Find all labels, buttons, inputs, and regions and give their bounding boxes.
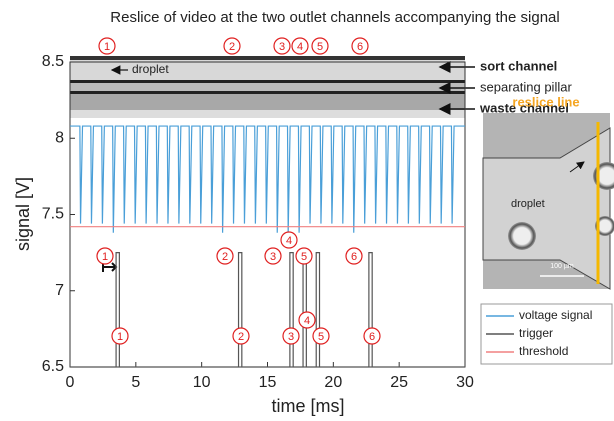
marker-label: 5	[301, 251, 307, 263]
marker-circle	[311, 37, 329, 55]
x-tick-label: 5	[131, 374, 140, 391]
reslice-image	[70, 56, 465, 118]
marker-circle	[264, 247, 282, 265]
inset-scale: 100 µm	[550, 263, 574, 270]
marker-label: 3	[279, 41, 285, 53]
marker-label: 1	[104, 41, 110, 53]
marker-circle	[298, 311, 316, 329]
marker-label: 1	[117, 331, 123, 343]
x-tick-label: 20	[324, 374, 342, 391]
marker-label: 2	[229, 41, 235, 53]
marker-circle	[351, 37, 369, 55]
legend-label: threshold	[519, 344, 568, 358]
marker-label: 3	[288, 331, 294, 343]
marker-circle	[282, 327, 300, 345]
x-tick-label: 25	[390, 374, 408, 391]
marker-label: 4	[304, 315, 310, 327]
x-tick-label: 15	[259, 374, 277, 391]
y-tick-label: 6.5	[42, 358, 64, 375]
marker-label: 1	[102, 251, 108, 263]
x-tick-label: 30	[456, 374, 474, 391]
x-tick-label: 10	[193, 374, 211, 391]
marker-circle	[96, 247, 114, 265]
marker-label: 2	[238, 331, 244, 343]
marker-circle	[363, 327, 381, 345]
marker-label: 6	[357, 41, 363, 53]
series-line	[70, 125, 465, 233]
inset-title: reslice line	[512, 94, 579, 109]
y-tick-label: 8	[55, 129, 64, 146]
inset-image	[482, 113, 614, 290]
x-axis-label: time [ms]	[271, 396, 344, 416]
marker-circle	[312, 327, 330, 345]
marker-label: 4	[286, 235, 292, 247]
chart-title: Reslice of video at the two outlet chann…	[110, 9, 559, 26]
series-line	[70, 252, 465, 368]
marker-label: 6	[351, 251, 357, 263]
marker-circle	[273, 37, 291, 55]
marker-label: 3	[270, 251, 276, 263]
inset-label: droplet	[511, 198, 545, 210]
marker-circle	[280, 231, 298, 249]
marker-label: 5	[317, 41, 323, 53]
reslice-label: waste channel	[479, 100, 569, 115]
x-tick-label: 0	[66, 374, 75, 391]
marker-circle	[345, 247, 363, 265]
marker-circle	[111, 327, 129, 345]
marker-circle	[291, 37, 309, 55]
y-tick-label: 7	[55, 282, 64, 299]
marker-label: 2	[222, 251, 228, 263]
marker-circle	[295, 247, 313, 265]
marker-circle	[232, 327, 250, 345]
marker-label: 5	[318, 331, 324, 343]
legend-label: trigger	[519, 326, 553, 340]
reslice-label: droplet	[132, 62, 169, 76]
marker-circle	[216, 247, 234, 265]
legend-label: voltage signal	[519, 308, 592, 322]
marker-label: 4	[297, 41, 303, 53]
y-axis-label: signal [V]	[13, 177, 33, 251]
marker-label: 6	[369, 331, 375, 343]
y-tick-label: 8.5	[42, 53, 64, 70]
reslice-label: separating pillar	[480, 79, 572, 94]
marker-circle	[223, 37, 241, 55]
y-tick-label: 7.5	[42, 206, 64, 223]
reslice-label: sort channel	[480, 58, 557, 73]
marker-circle	[98, 37, 116, 55]
